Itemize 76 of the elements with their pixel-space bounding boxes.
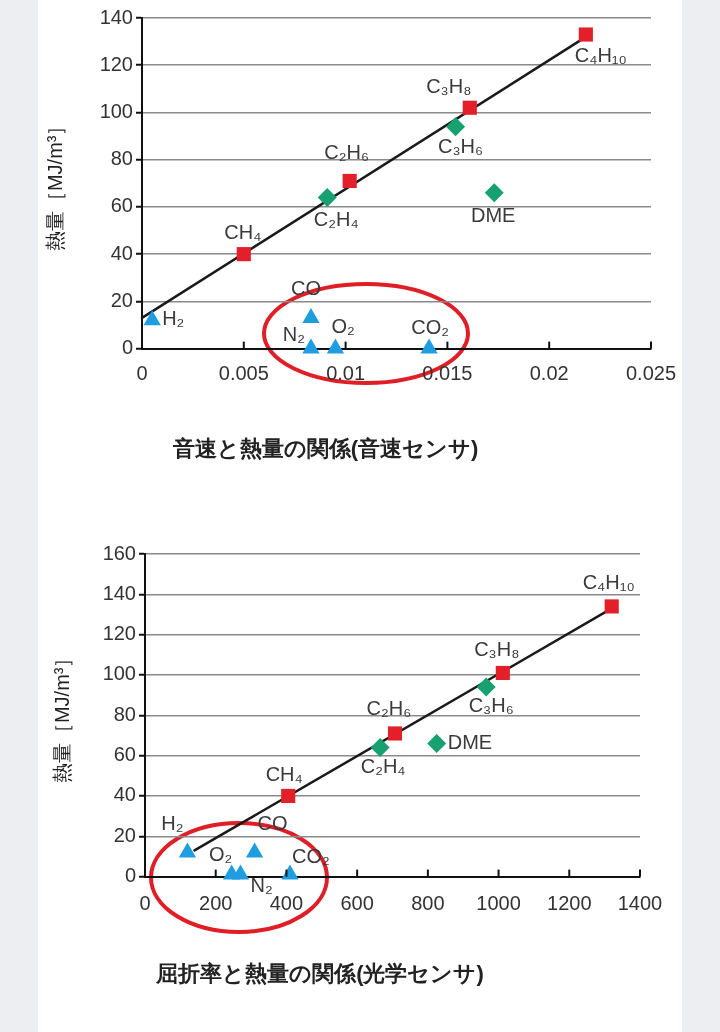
point [143, 310, 161, 326]
x-tick-label: 1200 [547, 892, 592, 915]
point [462, 100, 477, 115]
text: 屈折率と熱量の関係(光学センサ) [155, 960, 484, 986]
point [236, 247, 251, 262]
x-tick-label: 0.02 [529, 362, 569, 385]
point [281, 864, 299, 880]
y-tick-label: 100 [99, 99, 133, 122]
point [476, 677, 496, 697]
point [178, 842, 197, 858]
text: 音速と熱量の関係(音速センサ) [171, 435, 479, 461]
y-tick-label: 80 [110, 147, 133, 170]
point [317, 187, 337, 207]
annotation: CH₄ [265, 763, 303, 786]
y-tick-label: 60 [113, 743, 136, 766]
point [495, 665, 510, 681]
point [326, 338, 345, 354]
point [302, 307, 320, 323]
point [387, 726, 403, 741]
point [342, 173, 357, 189]
y-axis-title: 熱量［MJ/m³］ [43, 115, 66, 252]
annotation: DME [471, 204, 516, 227]
y-tick-label: 20 [110, 288, 133, 311]
annotation: O₂ [331, 315, 355, 338]
annotation: O₂ [208, 843, 233, 866]
x-tick-label: 0.01 [326, 362, 366, 385]
point [484, 183, 504, 203]
y-axis-title: 熱量［MJ/m³］ [50, 647, 73, 784]
y-tick-label: 20 [113, 823, 136, 846]
x-tick-label: 1400 [617, 892, 663, 915]
x-tick-label: 0.025 [625, 362, 677, 385]
y-tick-label: 140 [102, 581, 136, 604]
x-tick-label: 200 [199, 892, 233, 915]
point [302, 338, 320, 354]
annotation: H₂ [161, 811, 184, 834]
y-tick-label: 120 [99, 52, 133, 75]
annotation: C₃H₈ [474, 638, 520, 661]
x-tick-label: 800 [411, 892, 445, 915]
annotation: C₂H₄ [360, 755, 406, 778]
annotation: CH₄ [224, 220, 262, 243]
point [604, 599, 619, 614]
y-tick-label: 40 [113, 783, 136, 806]
point [231, 864, 250, 880]
x-tick-label: 1000 [476, 892, 521, 915]
y-tick-label: 0 [121, 336, 133, 359]
y-tick-label: 120 [102, 622, 136, 645]
x-tick-label: 0.005 [218, 362, 269, 385]
annotation: N₂ [282, 323, 305, 346]
y-tick-label: 100 [102, 662, 136, 685]
annotation: H₂ [162, 306, 185, 329]
point [578, 27, 593, 42]
y-tick-label: 0 [124, 864, 136, 887]
annotation: DME [447, 731, 493, 754]
y-tick-label: 140 [99, 5, 133, 28]
point [370, 738, 390, 758]
annotation: C₃H₆ [437, 135, 484, 158]
annotation: C₃H₈ [426, 75, 472, 98]
x-tick-label: 0.015 [422, 362, 473, 385]
point [446, 117, 466, 137]
point [427, 734, 447, 754]
annotation: C₄H₁₀ [582, 570, 635, 593]
annotation: C₂H₆ [366, 696, 412, 719]
annotation: C₂H₆ [324, 141, 370, 164]
annotation: CO₂ [411, 316, 449, 339]
y-tick-label: 60 [110, 194, 133, 217]
y-tick-label: 160 [102, 541, 136, 564]
point [245, 842, 264, 858]
point [281, 788, 296, 804]
annotation: C₄H₁₀ [574, 44, 627, 67]
annotation: C₂H₄ [313, 207, 359, 230]
x-tick-label: 600 [340, 892, 374, 915]
point [420, 338, 438, 354]
y-tick-label: 40 [110, 241, 133, 264]
y-tick-label: 80 [113, 702, 136, 725]
annotation: C₃H₆ [468, 693, 514, 716]
x-tick-label: 0 [139, 892, 151, 915]
